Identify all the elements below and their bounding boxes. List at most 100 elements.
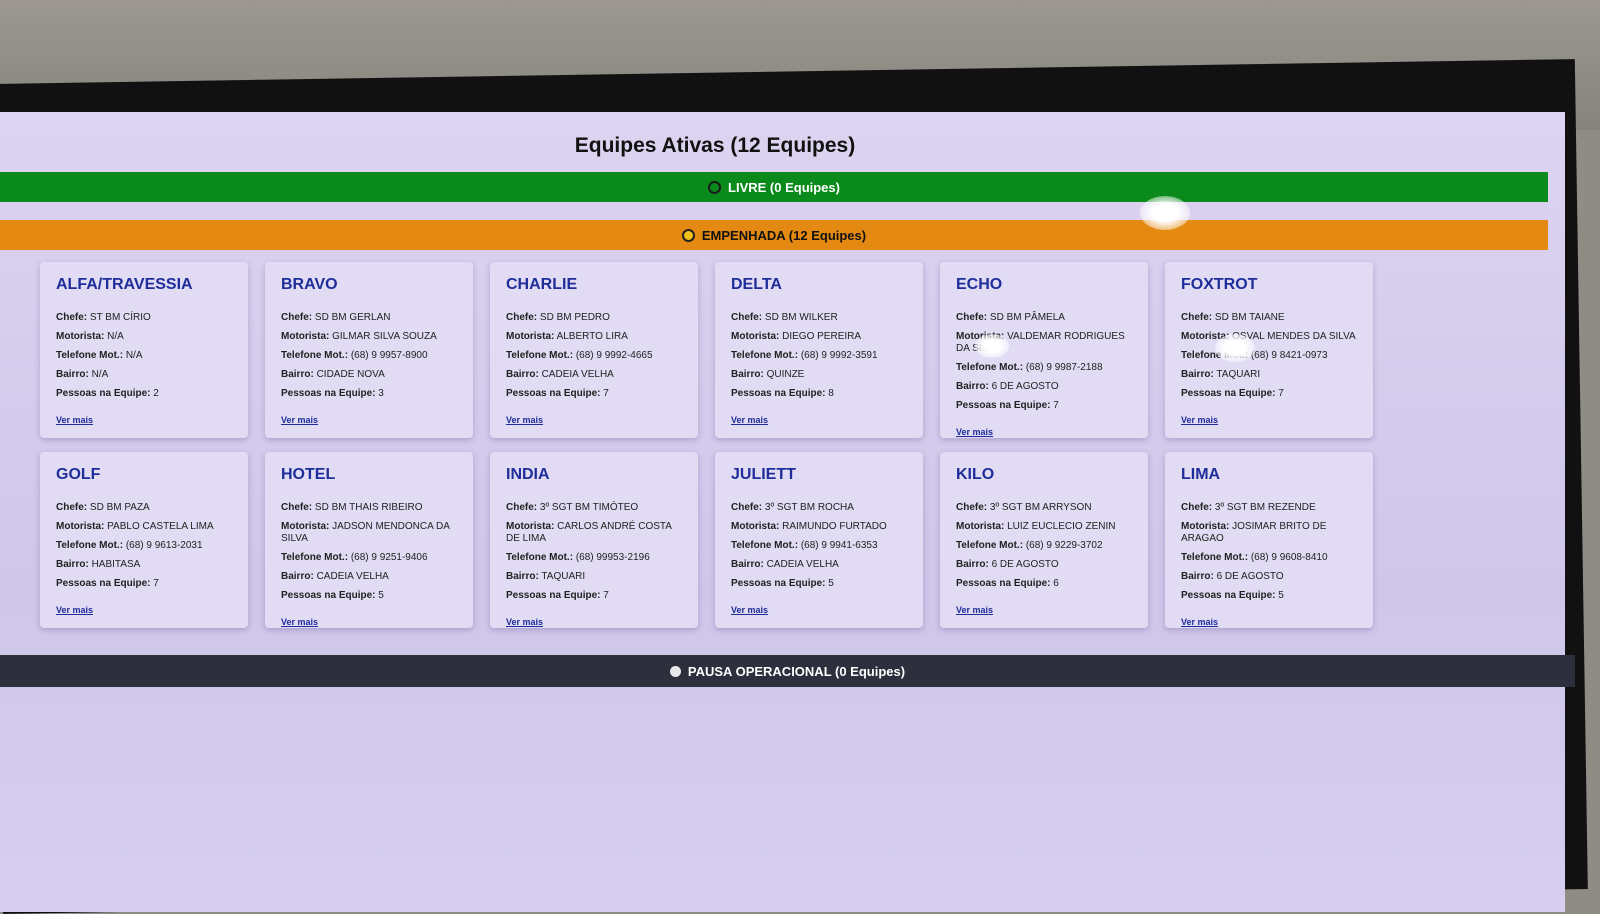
team-field-bairro: Bairro: 6 DE AGOSTO xyxy=(956,381,1132,393)
team-name: BRAVO xyxy=(281,276,338,293)
team-field-bairro: Bairro: 6 DE AGOSTO xyxy=(1181,571,1357,583)
ver-mais-link[interactable]: Ver mais xyxy=(56,605,94,615)
team-field-telefone: Telefone Mot.: (68) 99953-2196 xyxy=(506,552,682,564)
field-label: Bairro: xyxy=(731,559,764,570)
dashboard-screen: Equipes Ativas (12 Equipes) LIVRE (0 Equ… xyxy=(0,112,1575,912)
ver-mais-link[interactable]: Ver mais xyxy=(506,617,544,627)
team-card: JULIETT Chefe: 3º SGT BM ROCHA Motorista: … xyxy=(715,452,923,628)
team-card: HOTEL Chefe: SD BM THAIS RIBEIRO Motorista… xyxy=(265,452,473,628)
field-value: LUIZ EUCLECIO ZENIN xyxy=(1007,521,1116,532)
field-label: Telefone Mot.: xyxy=(1181,552,1249,563)
team-field-pessoas: Pessoas na Equipe: 8 xyxy=(731,388,907,400)
field-label: Pessoas na Equipe: xyxy=(56,578,151,589)
ver-mais-link[interactable]: Ver mais xyxy=(506,415,544,425)
team-field-pessoas: Pessoas na Equipe: 5 xyxy=(1181,590,1357,602)
team-field-bairro: Bairro: TAQUARI xyxy=(506,571,682,583)
team-field-telefone: Telefone Mot.: (68) 9 9613-2031 xyxy=(56,540,232,552)
screen-glare xyxy=(1215,334,1255,362)
team-cards-grid: ALFA/TRAVESSIA Chefe: ST BM CÍRIO Motorist… xyxy=(40,262,1373,628)
field-label: Chefe: xyxy=(506,312,538,323)
field-value: 5 xyxy=(378,590,384,601)
field-label: Bairro: xyxy=(731,369,764,380)
field-value: 6 xyxy=(1053,578,1059,589)
field-label: Motorista: xyxy=(56,331,105,342)
team-field-bairro: Bairro: QUINZE xyxy=(731,369,907,381)
ver-mais-link[interactable]: Ver mais xyxy=(956,427,994,437)
field-value: 7 xyxy=(153,578,159,589)
field-label: Chefe: xyxy=(281,312,313,323)
field-label: Chefe: xyxy=(281,502,313,513)
team-field-motorista: Motorista: RAIMUNDO FURTADO xyxy=(731,521,907,533)
team-card: BRAVO Chefe: SD BM GERLAN Motorista: GILMA… xyxy=(265,262,473,438)
field-value: 6 DE AGOSTO xyxy=(1216,571,1284,582)
field-value: (68) 9 9987-2188 xyxy=(1025,362,1103,373)
team-field-motorista: Motorista: DIEGO PEREIRA xyxy=(731,331,907,343)
field-label: Telefone Mot.: xyxy=(731,350,799,361)
field-label: Pessoas na Equipe: xyxy=(956,400,1051,411)
status-dot-icon xyxy=(681,228,695,242)
field-value: 7 xyxy=(1278,388,1284,399)
field-value: 2 xyxy=(153,388,159,399)
team-field-telefone: Telefone Mot.: (68) 9 9957-8900 xyxy=(281,350,457,362)
field-value: CADEIA VELHA xyxy=(766,559,839,570)
status-bar-pausa-operacional[interactable]: PAUSA OPERACIONAL (0 Equipes) xyxy=(0,655,1575,687)
team-field-pessoas: Pessoas na Equipe: 6 xyxy=(956,578,1132,590)
team-field-chefe: Chefe: ST BM CÍRIO xyxy=(56,312,232,324)
field-label: Pessoas na Equipe: xyxy=(1181,388,1276,399)
field-label: Telefone Mot.: xyxy=(731,540,799,551)
status-bar-livre[interactable]: LIVRE (0 Equipes) xyxy=(0,172,1548,202)
team-field-motorista: Motorista: CARLOS ANDRÉ COSTA DE LIMA xyxy=(506,521,682,545)
field-label: Telefone Mot.: xyxy=(281,350,349,361)
field-value: QUINZE xyxy=(766,369,805,380)
field-label: Telefone Mot.: xyxy=(56,540,124,551)
ver-mais-link[interactable]: Ver mais xyxy=(56,415,94,425)
team-card: ALFA/TRAVESSIA Chefe: ST BM CÍRIO Motorist… xyxy=(40,262,248,438)
field-value: SD BM PEDRO xyxy=(539,312,610,323)
field-value: (68) 9 9251-9406 xyxy=(350,552,428,563)
ver-mais-link[interactable]: Ver mais xyxy=(956,605,994,615)
status-bar-empenhada[interactable]: EMPENHADA (12 Equipes) xyxy=(0,220,1548,250)
team-field-motorista: Motorista: N/A xyxy=(56,331,232,343)
ver-mais-link[interactable]: Ver mais xyxy=(1181,617,1219,627)
team-card: DELTA Chefe: SD BM WILKER Motorista: DIEGO… xyxy=(715,262,923,438)
team-field-pessoas: Pessoas na Equipe: 7 xyxy=(56,578,232,590)
team-field-motorista: Motorista: JOSIMAR BRITO DE ARAGAO xyxy=(1181,521,1357,545)
team-card: GOLF Chefe: SD BM PAZA Motorista: PABLO CA… xyxy=(40,452,248,628)
field-value: N/A xyxy=(91,369,109,380)
field-value: 5 xyxy=(1278,590,1284,601)
team-name: FOXTROT xyxy=(1181,276,1258,293)
field-label: Chefe: xyxy=(1181,502,1213,513)
team-field-telefone: Telefone Mot.: (68) 9 9229-3702 xyxy=(956,540,1132,552)
field-label: Pessoas na Equipe: xyxy=(281,590,376,601)
field-value: (68) 9 9608-8410 xyxy=(1250,552,1328,563)
team-field-telefone: Telefone Mot.: (68) 9 9608-8410 xyxy=(1181,552,1357,564)
team-field-chefe: Chefe: SD BM PEDRO xyxy=(506,312,682,324)
status-label: PAUSA OPERACIONAL (0 Equipes) xyxy=(687,663,906,679)
field-label: Motorista: xyxy=(1181,331,1230,342)
field-value: (68) 9 9957-8900 xyxy=(350,350,428,361)
ver-mais-link[interactable]: Ver mais xyxy=(281,415,319,425)
team-field-pessoas: Pessoas na Equipe: 7 xyxy=(506,590,682,602)
field-value: RAIMUNDO FURTADO xyxy=(782,521,887,532)
field-value: 7 xyxy=(1053,400,1059,411)
team-field-bairro: Bairro: CADEIA VELHA xyxy=(731,559,907,571)
field-label: Telefone Mot.: xyxy=(281,552,349,563)
ver-mais-link[interactable]: Ver mais xyxy=(281,617,319,627)
team-field-telefone: Telefone Mot.: (68) 9 9992-3591 xyxy=(731,350,907,362)
team-card: CHARLIE Chefe: SD BM PEDRO Motorista: ALBE… xyxy=(490,262,698,438)
field-label: Telefone Mot.: xyxy=(56,350,124,361)
team-name: CHARLIE xyxy=(506,276,578,293)
ver-mais-link[interactable]: Ver mais xyxy=(731,605,769,615)
field-label: Chefe: xyxy=(956,312,988,323)
team-field-pessoas: Pessoas na Equipe: 7 xyxy=(506,388,682,400)
field-label: Bairro: xyxy=(1181,369,1214,380)
field-value: SD BM PAZA xyxy=(89,502,150,513)
field-value: 3º SGT BM ARRYSON xyxy=(989,502,1092,513)
team-field-bairro: Bairro: 6 DE AGOSTO xyxy=(956,559,1132,571)
ver-mais-link[interactable]: Ver mais xyxy=(1181,415,1219,425)
field-label: Motorista: xyxy=(56,521,105,532)
team-field-motorista: Motorista: JADSON MENDONCA DA SILVA xyxy=(281,521,457,545)
ver-mais-link[interactable]: Ver mais xyxy=(731,415,769,425)
field-label: Motorista: xyxy=(731,521,780,532)
field-value: DIEGO PEREIRA xyxy=(782,331,862,342)
